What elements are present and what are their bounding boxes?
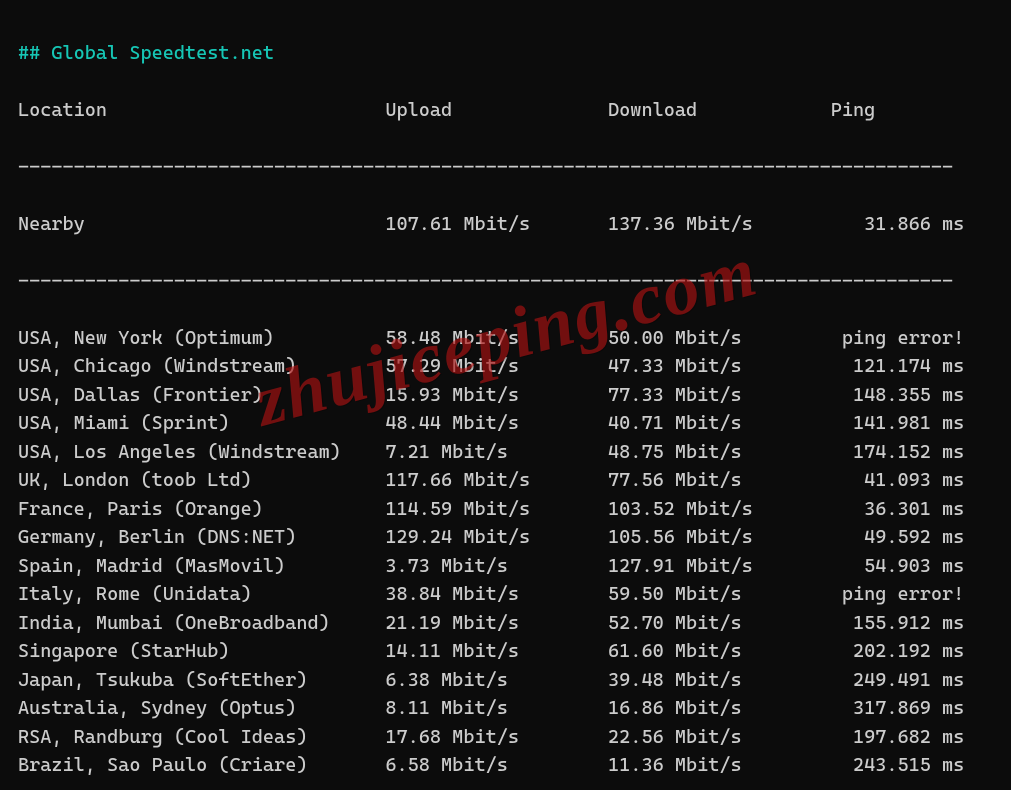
table-body: USA, New York (Optimum) 58.48 Mbit/s 50.…	[18, 324, 993, 780]
table-row: USA, Chicago (Windstream) 57.29 Mbit/s 4…	[18, 352, 993, 381]
table-row: India, Mumbai (OneBroadband) 21.19 Mbit/…	[18, 609, 993, 638]
table-row: Brazil, Sao Paulo (Criare) 6.58 Mbit/s 1…	[18, 751, 993, 780]
table-row: UK, London (toob Ltd) 117.66 Mbit/s 77.5…	[18, 466, 993, 495]
table-row: Italy, Rome (Unidata) 38.84 Mbit/s 59.50…	[18, 580, 993, 609]
separator-top: ----------------------------------------…	[18, 153, 993, 182]
nearby-row: Nearby 107.61 Mbit/s 137.36 Mbit/s 31.86…	[18, 210, 993, 239]
table-row: France, Paris (Orange) 114.59 Mbit/s 103…	[18, 495, 993, 524]
table-row: Australia, Sydney (Optus) 8.11 Mbit/s 16…	[18, 694, 993, 723]
table-row: Singapore (StarHub) 14.11 Mbit/s 61.60 M…	[18, 637, 993, 666]
table-row: USA, Miami (Sprint) 48.44 Mbit/s 40.71 M…	[18, 409, 993, 438]
table-row: Japan, Tsukuba (SoftEther) 6.38 Mbit/s 3…	[18, 666, 993, 695]
table-row: Spain, Madrid (MasMovil) 3.73 Mbit/s 127…	[18, 552, 993, 581]
table-header: Location Upload Download Ping	[18, 96, 993, 125]
table-row: USA, Dallas (Frontier) 15.93 Mbit/s 77.3…	[18, 381, 993, 410]
terminal-output: ## Global Speedtest.net Location Upload …	[0, 0, 1011, 790]
table-row: USA, New York (Optimum) 58.48 Mbit/s 50.…	[18, 324, 993, 353]
speedtest-title: ## Global Speedtest.net	[18, 42, 274, 64]
table-row: RSA, Randburg (Cool Ideas) 17.68 Mbit/s …	[18, 723, 993, 752]
table-row: Germany, Berlin (DNS:NET) 129.24 Mbit/s …	[18, 523, 993, 552]
separator-mid: ----------------------------------------…	[18, 267, 993, 296]
table-row: USA, Los Angeles (Windstream) 7.21 Mbit/…	[18, 438, 993, 467]
